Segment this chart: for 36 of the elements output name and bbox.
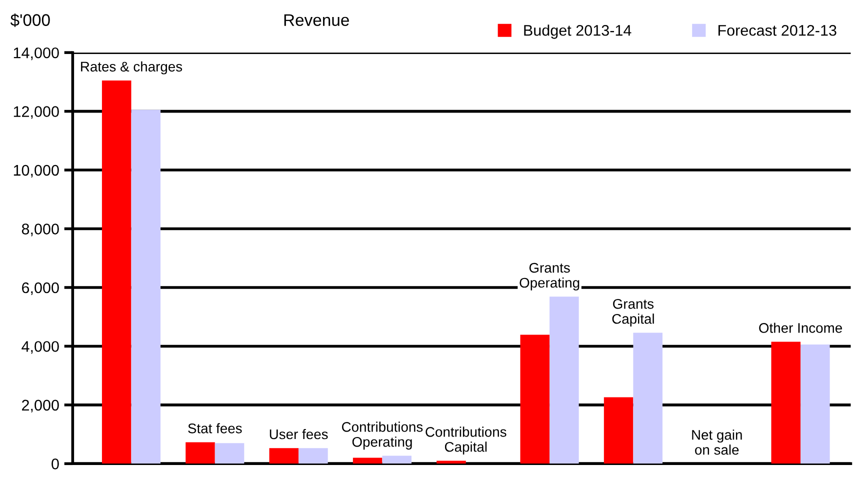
legend-label: Budget 2013-14 [524, 24, 632, 39]
bar [298, 448, 328, 464]
x-tick-label: Grants Operating [520, 262, 580, 290]
y-tick-label: 14,000 [14, 47, 59, 60]
bar [633, 332, 662, 464]
legend-label: Forecast 2012-13 [718, 24, 836, 36]
y-tick-label: 4,000 [22, 341, 59, 354]
y-tick-label: 6,000 [22, 282, 59, 295]
bar [102, 80, 132, 464]
y-tick-label: 12,000 [14, 106, 59, 119]
x-tick-label: Net gain on sale [692, 430, 742, 455]
chart-title: Revenue [284, 14, 349, 26]
x-tick-label: Grants Capital [612, 298, 654, 327]
bar [382, 456, 412, 464]
y-tick-label: 0 [52, 458, 59, 470]
x-tick-label: Rates & charges [81, 61, 182, 74]
bar [352, 458, 382, 464]
bar [131, 110, 161, 464]
y-tick-label: 2,000 [22, 400, 59, 412]
bar [269, 448, 299, 464]
y-tick-label: 8,000 [22, 224, 59, 236]
x-tick-label: Contributions Capital [426, 426, 506, 455]
y-axis-title: $'000 [10, 13, 50, 27]
x-tick-label: Contributions Operating [342, 422, 423, 450]
y-tick-label: 10,000 [14, 164, 59, 178]
bar [186, 442, 215, 464]
bar [520, 334, 550, 464]
bar [214, 443, 244, 464]
bar [771, 342, 801, 464]
bar [604, 397, 634, 464]
x-tick-label: Other Income [759, 322, 842, 333]
bar [436, 460, 466, 464]
bar [800, 344, 830, 464]
x-tick-label: Stat fees [188, 423, 242, 434]
x-tick-label: User fees [270, 429, 328, 440]
bar [550, 296, 579, 464]
